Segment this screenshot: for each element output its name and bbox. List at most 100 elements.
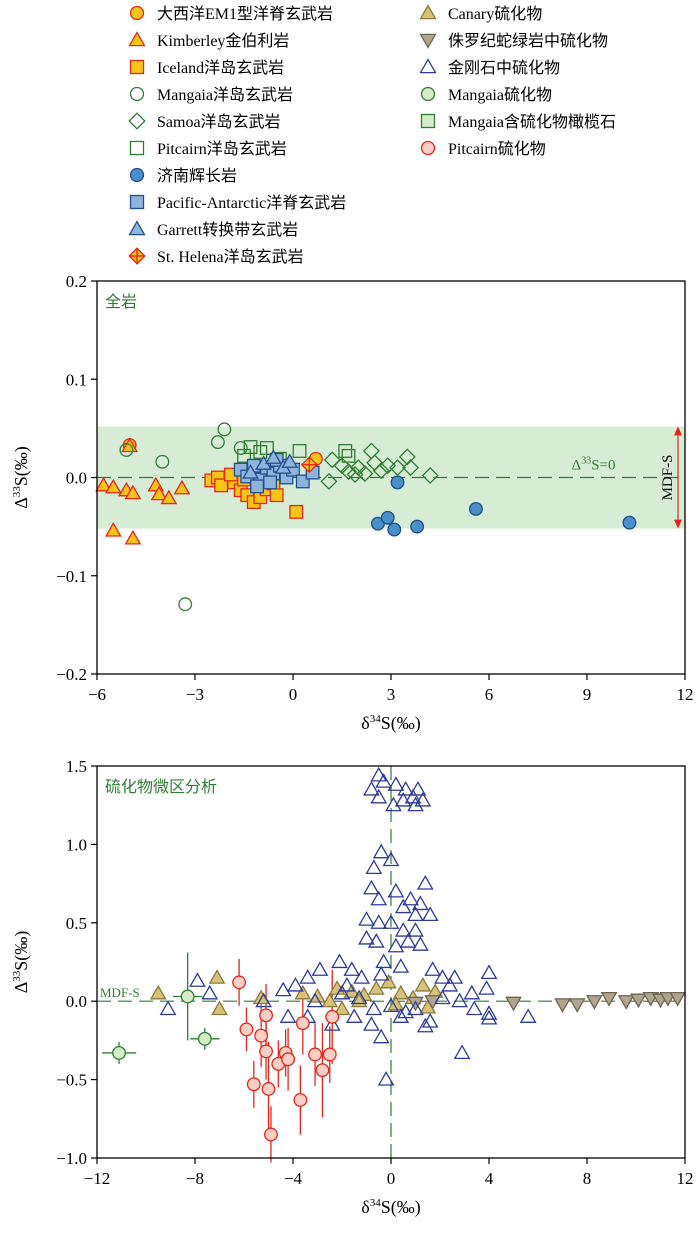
data-point [380, 510, 395, 525]
data-point [394, 791, 412, 807]
data-point [201, 984, 219, 1000]
legend: 大西洋EM1型洋脊玄武岩 Kimberley金伯利岩 Iceland洋岛玄武岩 Man… [128, 4, 616, 266]
data-point [264, 1127, 278, 1142]
data-point [345, 1008, 363, 1023]
data-point [412, 936, 429, 951]
series-5 [232, 975, 340, 1142]
data-point [259, 441, 274, 455]
data-point [333, 1000, 351, 1016]
data-point [239, 1022, 254, 1037]
data-point [315, 1063, 330, 1078]
data-point [372, 843, 390, 859]
series-8 [242, 449, 299, 479]
data-point [180, 989, 195, 1004]
legend-label: 济南辉长岩 [157, 167, 237, 185]
data-point [421, 906, 439, 922]
data-point [421, 1013, 439, 1028]
data-point [279, 1008, 297, 1023]
legend-marker-icon [419, 4, 437, 20]
data-point [397, 780, 415, 796]
data-point [325, 1009, 340, 1024]
legend-label: 侏罗纪蛇绿岩中硫化物 [448, 32, 608, 50]
data-point [269, 488, 284, 503]
data-point [274, 981, 292, 997]
data-point [389, 459, 407, 477]
data-point [416, 1017, 434, 1033]
legend-label: Iceland洋岛玄武岩 [157, 59, 284, 77]
data-point [387, 995, 405, 1011]
data-point [390, 475, 405, 490]
data-point [242, 464, 259, 479]
y-tick-label: 1.5 [66, 757, 87, 776]
legend-item: Garrett转换带玄武岩 [128, 220, 298, 239]
data-point [468, 501, 483, 516]
data-point [255, 992, 272, 1008]
data-point [104, 478, 122, 494]
data-point [585, 995, 603, 1010]
sulfide-microanalysis-panel: −12 −8 −4 0 4 8 12 −1.0 −0.5 0.0 0.5 1.0 1.5 硫化物微区分析 δ… [11, 757, 694, 1218]
data-point [399, 933, 417, 948]
data-point [568, 998, 586, 1013]
series-2 [159, 766, 537, 1086]
data-point [350, 989, 368, 1005]
data-point [311, 961, 329, 976]
data-point [387, 522, 402, 537]
data-point [414, 791, 432, 807]
x-axis-label: δ34S(‰) [361, 1197, 420, 1218]
band-arrow-head-bottom [674, 519, 682, 529]
data-point [375, 773, 393, 788]
data-point [217, 422, 232, 437]
legend-marker-icon [128, 112, 146, 130]
series-0 [149, 969, 444, 1016]
legend-marker-icon [129, 5, 145, 21]
legend-item: 大西洋EM1型洋脊玄武岩 [129, 5, 333, 23]
data-point [104, 521, 122, 537]
data-point [370, 788, 388, 804]
data-point [367, 933, 385, 948]
y-tick-label: 0.1 [66, 370, 87, 389]
legend-item: Mangaia硫化物 [420, 86, 552, 104]
data-point [173, 479, 191, 495]
legend-marker-icon [129, 59, 145, 75]
x-axis-label: δ34S(‰) [361, 713, 420, 734]
data-point [434, 989, 451, 1005]
legend-marker-icon [128, 220, 146, 236]
legend-marker-icon [129, 86, 145, 102]
data-point [346, 466, 364, 484]
data-point [377, 1071, 395, 1086]
data-point [434, 969, 451, 984]
data-point [412, 895, 429, 911]
data-point [287, 976, 304, 992]
x-tick-label: 12 [677, 1169, 694, 1188]
data-point [453, 1044, 471, 1060]
y-tick-label: −0.5 [56, 1071, 87, 1090]
data-point [321, 992, 339, 1008]
data-point [150, 485, 168, 501]
data-point [478, 980, 495, 995]
legend-item: Pitcairn洋岛玄武岩 [129, 140, 287, 158]
data-point [446, 969, 464, 984]
series-4 [320, 442, 439, 490]
y-tick-label: 0.2 [66, 272, 87, 291]
legend-marker-icon [420, 140, 436, 156]
data-point [617, 995, 635, 1010]
data-point [292, 444, 307, 458]
data-point [338, 444, 353, 458]
legend-marker-icon [420, 86, 436, 102]
legend-label: Pitcairn洋岛玄武岩 [157, 140, 287, 158]
data-point [402, 459, 420, 477]
data-point [387, 776, 405, 791]
data-point [382, 851, 400, 867]
series-1 [407, 991, 687, 1013]
x-tick-label: 4 [485, 1169, 494, 1188]
data-point [465, 1000, 483, 1016]
data-point [402, 890, 419, 906]
legend-label: Pacific-Antarctic洋脊玄武岩 [157, 194, 346, 212]
x-tick-label: −12 [84, 1169, 111, 1188]
data-point [233, 441, 248, 455]
data-point [367, 980, 385, 995]
data-point [159, 1000, 177, 1016]
data-point [237, 448, 251, 463]
data-point [333, 984, 351, 1000]
y-tick-label: −0.1 [56, 567, 87, 586]
